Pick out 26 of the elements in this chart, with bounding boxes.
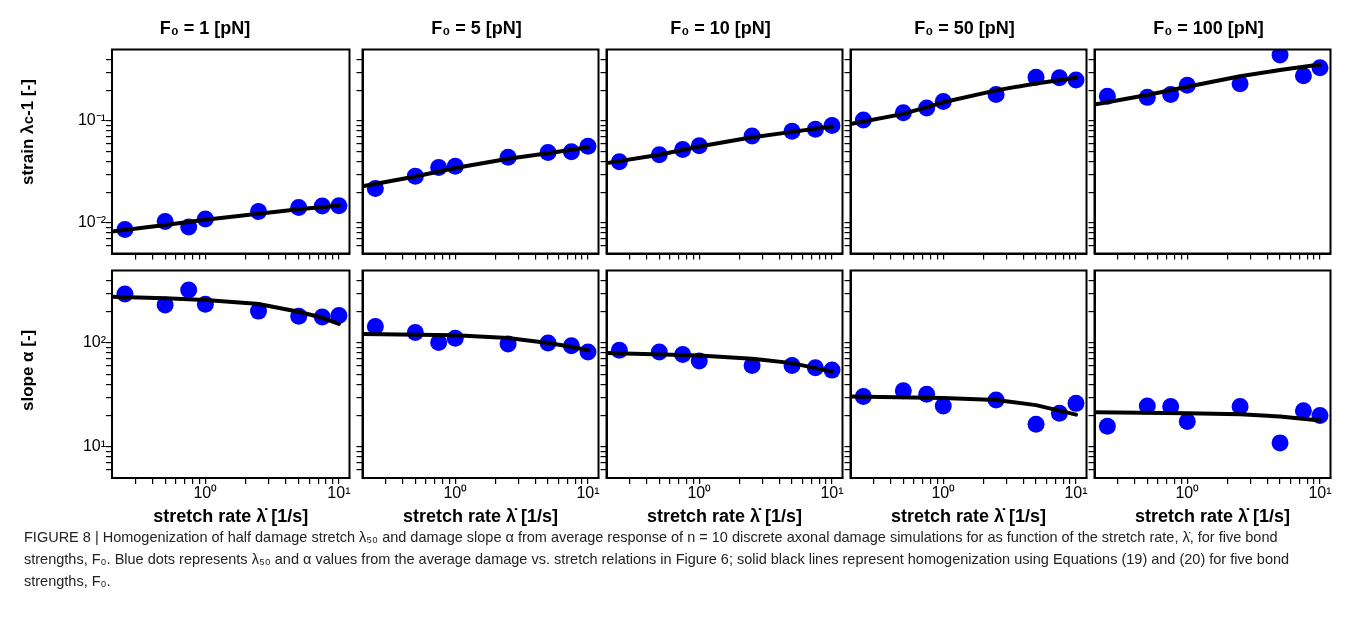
- x-tick-label: 10⁰: [193, 483, 218, 501]
- y-tick-label: 10¹: [82, 436, 106, 454]
- x-axis-title: stretch rate λ̇ [1/s]: [1134, 505, 1290, 526]
- x-tick-label: 10⁰: [1174, 483, 1199, 501]
- x-tick-label: 10⁰: [686, 483, 711, 501]
- y-tick-label: 10⁻¹: [77, 111, 106, 129]
- y-tick-label: 10²: [82, 332, 107, 350]
- x-axis-title: stretch rate λ̇ [1/s]: [890, 505, 1046, 526]
- x-axis-title: stretch rate λ̇ [1/s]: [646, 505, 802, 526]
- x-tick-label: 10¹: [327, 483, 351, 501]
- x-axis-title: stretch rate λ̇ [1/s]: [402, 505, 558, 526]
- caption: FIGURE 8 | Homogenization of half damage stretch λ₅₀ and damage slope α from average response of n = 10 discrete axonal damage simulations for as function of the stretch rate, λ̇, for five bond strengths, F₀. Blue dots represents λ₅₀ and α values from the average damage vs. stretch relations in Figure 6; solid black lines represent homogenization using Equations (19) and (20) for five bond strengths, F₀.: [24, 528, 1291, 591]
- x-axis-title: stretch rate λ̇ [1/s]: [153, 505, 309, 526]
- chart-title: F₀ = 50 [pN]: [913, 18, 1015, 39]
- x-tick-label: 10¹: [1307, 483, 1332, 501]
- chart-title: F₀ = 1 [pN]: [159, 18, 251, 39]
- y-tick-label: 10⁻²: [77, 213, 107, 231]
- x-tick-label: 10¹: [819, 483, 844, 501]
- x-tick-label: 10⁰: [442, 483, 467, 501]
- x-tick-label: 10⁰: [930, 483, 955, 501]
- x-tick-label: 10¹: [1063, 483, 1088, 501]
- chart-title: F₀ = 100 [pN]: [1152, 18, 1264, 39]
- x-tick-label: 10¹: [575, 483, 600, 501]
- chart-title: F₀ = 5 [pN]: [430, 18, 522, 39]
- chart-title: F₀ = 10 [pN]: [669, 18, 771, 39]
- y-axis-title: slope α [-]: [18, 328, 38, 413]
